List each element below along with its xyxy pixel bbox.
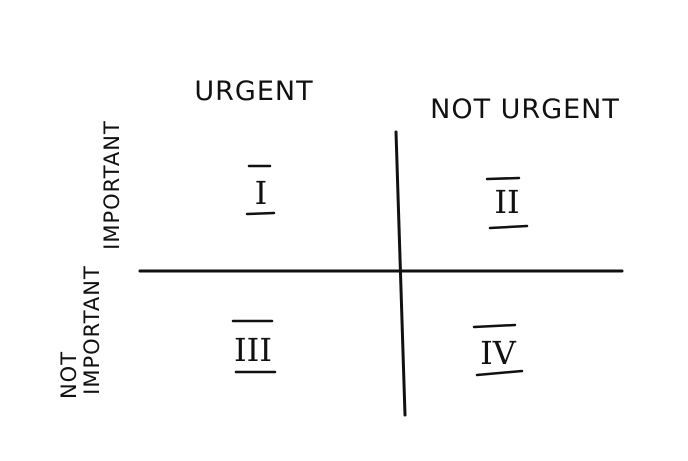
numeral-underline (245, 211, 276, 216)
quadrant-1: I (245, 164, 276, 216)
row-label-important: IMPORTANT (100, 120, 124, 250)
quadrant-3: III (231, 319, 277, 374)
quadrant-label-3: III (234, 331, 272, 369)
vertical-axis-line (394, 130, 407, 417)
numeral-overline (485, 176, 521, 181)
column-label-urgent: URGENT (194, 76, 313, 107)
row-label-not-important-line1: NOT (57, 351, 81, 399)
column-label-not-urgent: NOT URGENT (430, 94, 620, 125)
quadrant-label-1: I (255, 174, 268, 212)
row-label-not-important-line2: IMPORTANT (80, 265, 104, 395)
horizontal-axis-line (138, 269, 624, 273)
numeral-underline (488, 224, 529, 230)
quadrant-4: IV (472, 323, 524, 377)
numeral-underline (475, 369, 524, 377)
numeral-overline (472, 323, 517, 329)
quadrant-2: II (485, 176, 529, 230)
quadrant-label-4: IV (480, 334, 517, 372)
quadrant-label-2: II (494, 183, 519, 221)
